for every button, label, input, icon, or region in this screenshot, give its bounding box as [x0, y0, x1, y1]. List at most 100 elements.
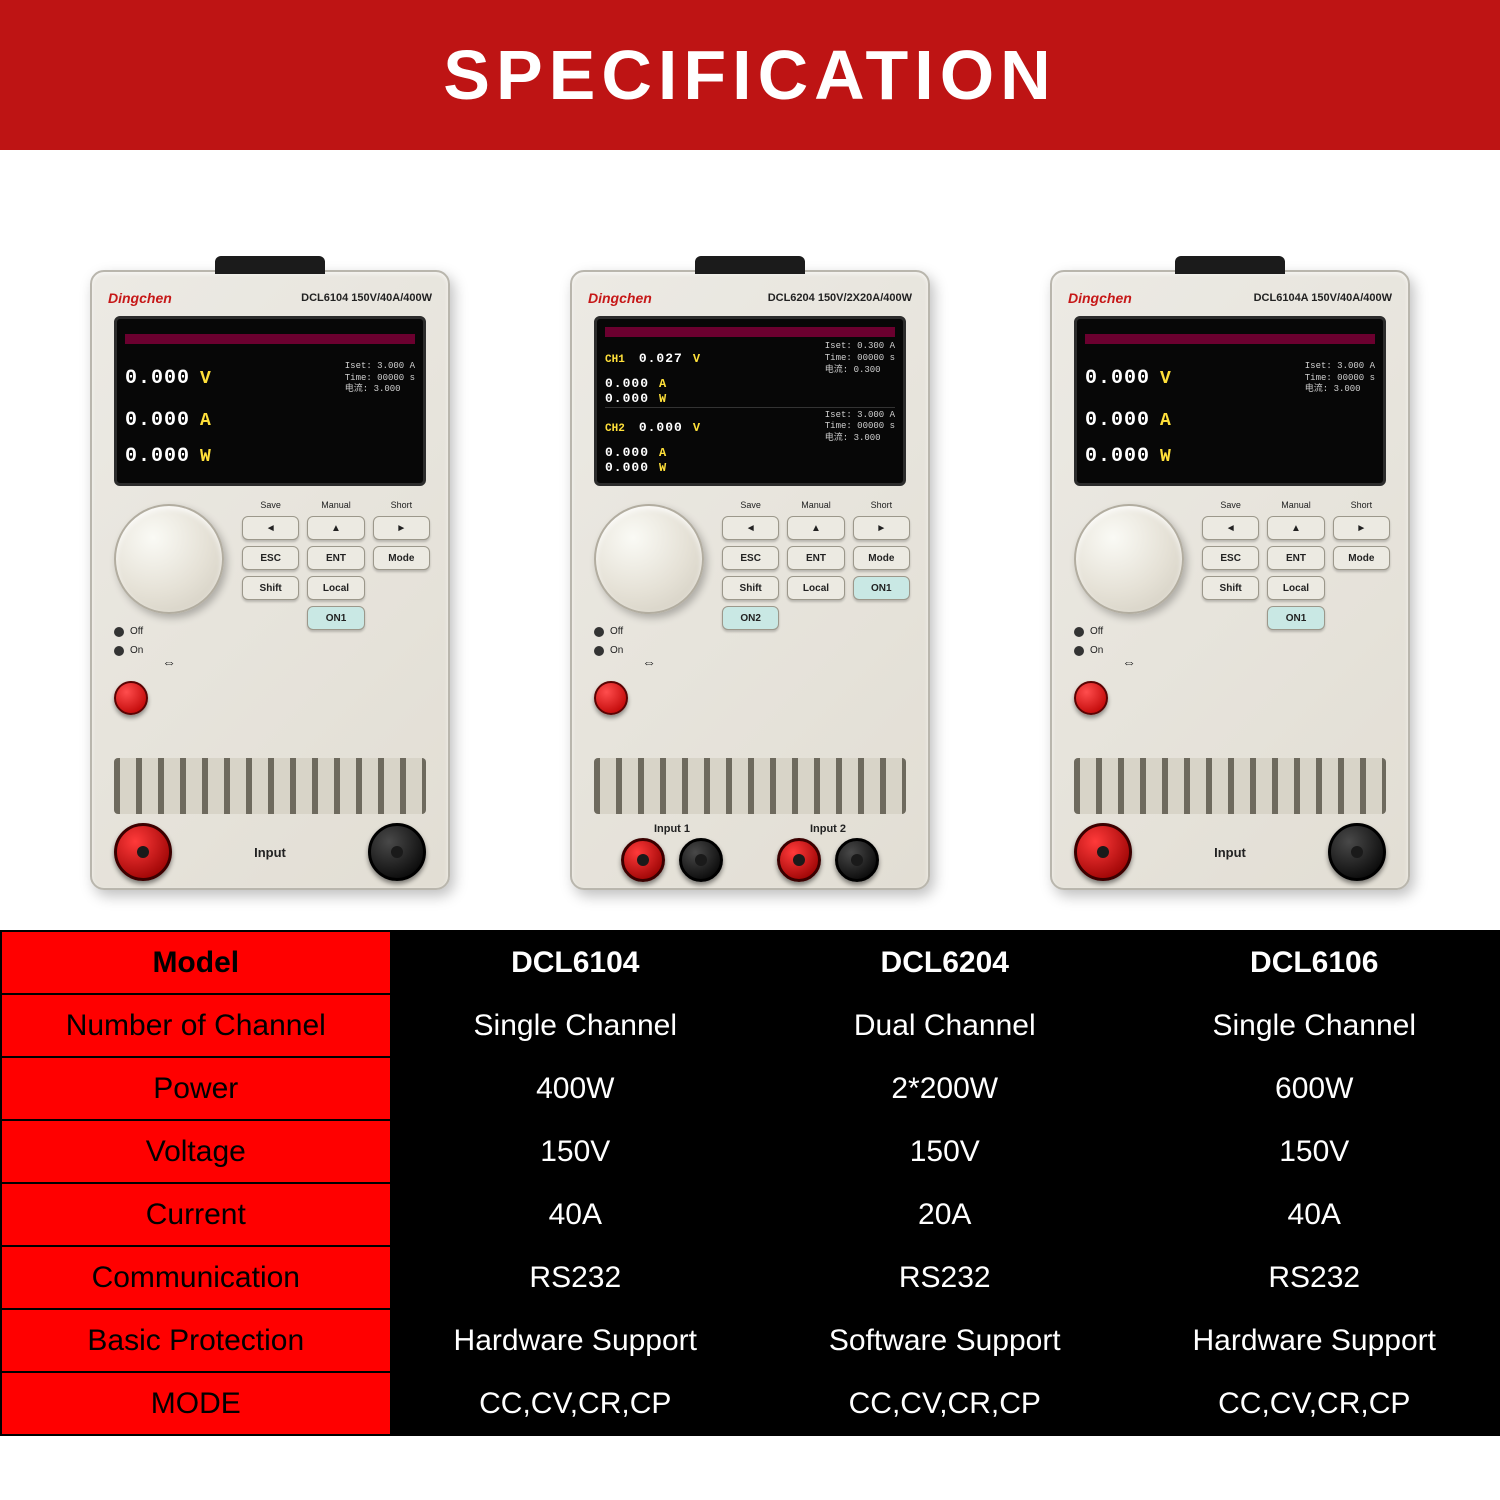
data-cell: RS232 [391, 1246, 760, 1309]
data-cell: Single Channel [391, 994, 760, 1057]
lcd-screen: 0.000VIset: 3.000 ATime: 00000 s电流: 3.00… [114, 316, 426, 486]
switch-row[interactable]: On [594, 645, 623, 656]
screen-strip [125, 334, 415, 344]
button-caption: Save [722, 500, 779, 510]
switch-row[interactable]: Off [1074, 626, 1103, 637]
reading-value: 0.000 [1085, 409, 1150, 432]
on-button[interactable]: ON1 [853, 576, 910, 600]
input-label: Input [1214, 845, 1246, 860]
power-switches: Off On [114, 626, 143, 656]
data-cell: 40A [1129, 1183, 1499, 1246]
data-cell: DCL6104 [391, 931, 760, 994]
rotary-knob[interactable] [114, 504, 224, 614]
terminal-positive[interactable] [777, 838, 821, 882]
emergency-button[interactable] [594, 681, 628, 715]
device-button[interactable]: ENT [787, 546, 844, 570]
switch-dot-icon [594, 627, 604, 637]
data-cell: 2*200W [760, 1057, 1129, 1120]
terminal-pair [777, 838, 879, 882]
device-button[interactable]: Mode [1333, 546, 1390, 570]
device-button[interactable]: ► [373, 516, 430, 540]
device-button[interactable]: Shift [242, 576, 299, 600]
terminal-negative[interactable] [1328, 823, 1386, 881]
switch-row[interactable]: On [114, 645, 143, 656]
vent-grille [1074, 758, 1386, 814]
button-grid: SaveManualShort◄▲►ESCENTModeShiftLocalON… [1202, 500, 1390, 630]
device-button[interactable]: ESC [1202, 546, 1259, 570]
device-button[interactable]: ENT [1267, 546, 1324, 570]
rotary-knob[interactable] [594, 504, 704, 614]
device-button[interactable]: Shift [722, 576, 779, 600]
device-button[interactable]: ▲ [1267, 516, 1324, 540]
device-button[interactable]: ▲ [787, 516, 844, 540]
device-button[interactable]: Local [1267, 576, 1324, 600]
on-button[interactable]: ON2 [722, 606, 779, 630]
reading-side-info: Iset: 3.000 ATime: 00000 s电流: 3.000 [1305, 361, 1375, 396]
terminal-positive[interactable] [114, 823, 172, 881]
table-row: Voltage150V150V150V [1, 1120, 1499, 1183]
device-button[interactable]: Local [787, 576, 844, 600]
terminal-negative[interactable] [835, 838, 879, 882]
controls-area: SaveManualShort◄▲►ESCENTModeShiftLocalON… [92, 496, 448, 758]
reading-unit: W [659, 461, 666, 475]
device-button[interactable]: ◄ [722, 516, 779, 540]
on-button[interactable]: ON1 [307, 606, 364, 630]
on-button[interactable]: ON1 [1267, 606, 1324, 630]
switch-row[interactable]: Off [594, 626, 623, 637]
terminal-negative[interactable] [679, 838, 723, 882]
device-button[interactable]: ENT [307, 546, 364, 570]
device-button[interactable]: ESC [722, 546, 779, 570]
switch-dot-icon [114, 646, 124, 656]
spacer [1333, 576, 1390, 600]
usb-icon: ⇔ [642, 654, 656, 670]
rotary-knob[interactable] [1074, 504, 1184, 614]
emergency-button[interactable] [114, 681, 148, 715]
reading-unit: A [200, 411, 211, 431]
reading-unit: W [1160, 447, 1171, 467]
device-button[interactable]: ► [1333, 516, 1390, 540]
row-label-cell: Basic Protection [1, 1309, 391, 1372]
data-cell: 20A [760, 1183, 1129, 1246]
reading-row: 0.000VIset: 3.000 ATime: 00000 s电流: 3.00… [1085, 361, 1375, 396]
switch-row[interactable]: Off [114, 626, 143, 637]
terminal-positive[interactable] [1074, 823, 1132, 881]
button-caption: Short [1333, 500, 1390, 510]
terminal-positive[interactable] [621, 838, 665, 882]
table-row: Current40A20A40A [1, 1183, 1499, 1246]
emergency-button[interactable] [1074, 681, 1108, 715]
device-button[interactable]: ESC [242, 546, 299, 570]
terminal-negative[interactable] [368, 823, 426, 881]
button-caption: Save [242, 500, 299, 510]
row-label-cell: Communication [1, 1246, 391, 1309]
reading-side-info: Iset: 0.300 ATime: 00000 s电流: 0.300 [825, 341, 895, 376]
device-button[interactable]: Mode [853, 546, 910, 570]
reading-unit: V [693, 421, 700, 435]
button-caption: Manual [1267, 500, 1324, 510]
reading-unit: V [200, 369, 211, 389]
device-button[interactable]: Mode [373, 546, 430, 570]
data-cell: 150V [760, 1120, 1129, 1183]
row-label-cell: Power [1, 1057, 391, 1120]
device-button[interactable]: Local [307, 576, 364, 600]
input-label: Input 2 [810, 823, 846, 835]
device-button[interactable]: Shift [1202, 576, 1259, 600]
button-caption: Manual [787, 500, 844, 510]
reading-unit: V [1160, 369, 1171, 389]
reading-row: CH10.027VIset: 0.300 ATime: 00000 s电流: 0… [605, 341, 895, 376]
spacer [1202, 606, 1259, 630]
device-button[interactable]: ► [853, 516, 910, 540]
reading-value: 0.000 [125, 445, 190, 468]
device-button[interactable]: ◄ [1202, 516, 1259, 540]
data-cell: DCL6204 [760, 931, 1129, 994]
channel-label: CH2 [605, 423, 625, 435]
reading-main: 0.000W [125, 445, 211, 468]
switch-row[interactable]: On [1074, 645, 1103, 656]
device-button[interactable]: ◄ [242, 516, 299, 540]
reading-value: 0.000 [125, 409, 190, 432]
data-cell: Software Support [760, 1309, 1129, 1372]
reading-value: 0.000 [605, 445, 649, 460]
device-dcl6104a: DingchenDCL6104A 150V/40A/400W0.000VIset… [1050, 270, 1410, 890]
device-button[interactable]: ▲ [307, 516, 364, 540]
row-label-cell: Number of Channel [1, 994, 391, 1057]
button-grid: SaveManualShort◄▲►ESCENTModeShiftLocalON… [242, 500, 430, 630]
